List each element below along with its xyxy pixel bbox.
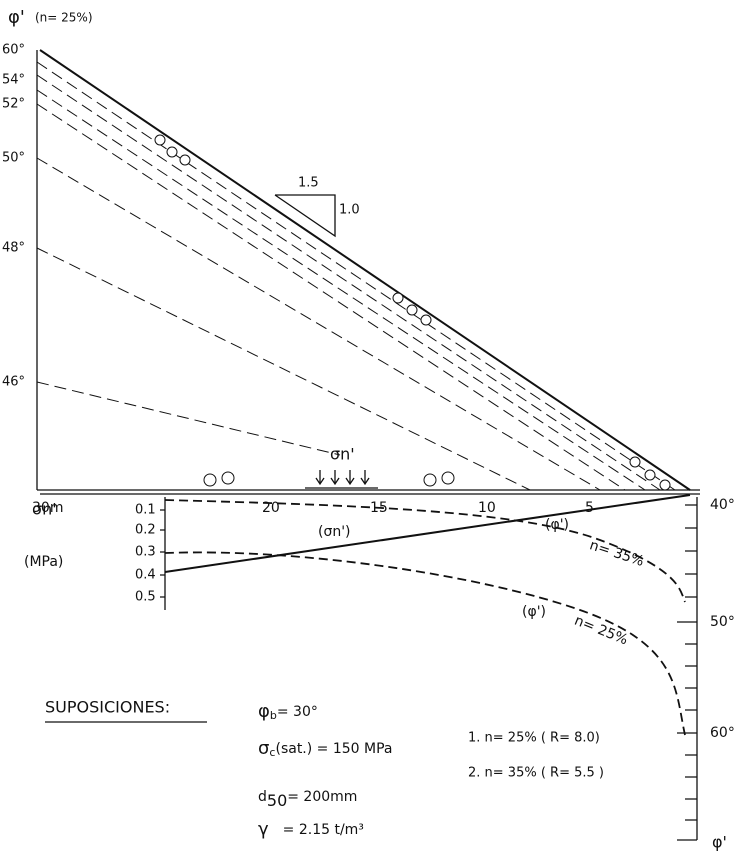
assumption: d50= 200mm xyxy=(258,789,357,810)
right-axis-label: φ' xyxy=(712,833,727,852)
curve-label: (φ') xyxy=(545,517,569,533)
curve-label: n= 25% xyxy=(572,613,630,649)
angle-label: 52° xyxy=(2,97,25,112)
curve-label: (σn') xyxy=(318,524,351,540)
angle-tick: 50° xyxy=(710,614,735,630)
stress-tick: 0.3 xyxy=(135,545,156,560)
angle-tick: 40° xyxy=(710,497,735,513)
assumptions-title: SUPOSICIONES: xyxy=(45,698,170,717)
distance-tick: 5 xyxy=(585,500,594,516)
assumption: γ= 2.15 t/m³ xyxy=(258,819,364,840)
load-label: σn' xyxy=(330,445,355,464)
curve-label: n= 35% xyxy=(588,537,646,570)
curve-label: (φ') xyxy=(522,604,546,620)
case: 2. n= 35% ( R= 5.5 ) xyxy=(468,766,604,781)
angle-tick: 60° xyxy=(710,725,735,741)
frame xyxy=(37,50,700,840)
case: 1. n= 25% ( R= 8.0) xyxy=(468,731,600,746)
angle-label: 54° xyxy=(2,73,25,88)
angle-label: 48° xyxy=(2,241,25,256)
stress-tick: 0.1 xyxy=(135,503,156,518)
stress-tick: 0.5 xyxy=(135,590,156,605)
stress-tick: 0.4 xyxy=(135,568,156,583)
assumption: σc(sat.) = 150 MPa xyxy=(258,738,393,759)
distance-tick: 15 xyxy=(370,500,388,516)
angle-label: 60° xyxy=(2,43,25,58)
angle-label: 46° xyxy=(2,375,25,390)
distance-tick: 30m xyxy=(32,500,63,516)
stress-unit: (MPa) xyxy=(24,554,63,570)
slope-h: 1.5 xyxy=(298,176,319,191)
axis-note: (n= 25%) xyxy=(35,11,93,25)
slope-v: 1.0 xyxy=(339,203,360,218)
axis-symbol: φ' xyxy=(8,7,25,28)
angle-label: 50° xyxy=(2,151,25,166)
distance-tick: 10 xyxy=(478,500,496,516)
assumption: φb= 30° xyxy=(258,701,318,722)
stress-tick: 0.2 xyxy=(135,523,156,538)
distance-tick: 20 xyxy=(262,500,280,516)
diagram: φ' (n= 25%) 1.5 1.0 σn' σn' (MPa) (σn') … xyxy=(0,0,752,867)
